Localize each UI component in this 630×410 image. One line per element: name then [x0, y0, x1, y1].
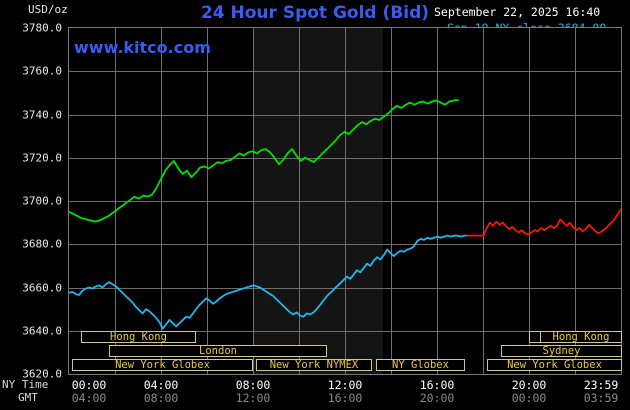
y-axis-tick-label: 3680.0 — [22, 237, 62, 251]
x-axis-ny-tick-label: 04:00 — [143, 378, 179, 392]
price-series-svg — [69, 99, 621, 330]
price-line-sunday — [466, 208, 621, 237]
x-axis-gmt-tick-label: 04:00 — [71, 391, 107, 405]
y-axis-tick-label: 3640.0 — [22, 324, 62, 338]
horizontal-gridline — [69, 71, 621, 72]
x-axis-gmt-tick-label: 12:00 — [235, 391, 271, 405]
x-axis-ny-tick-label: 12:00 — [327, 378, 363, 392]
session-bar-london: London — [109, 345, 327, 357]
y-axis-tick-label: 3620.0 — [22, 367, 62, 381]
y-axis-unit-label: USD/oz — [28, 3, 68, 16]
x-axis-gmt-tick-label: 00:00 — [511, 391, 547, 405]
horizontal-gridline — [69, 288, 621, 289]
price-line-last — [69, 99, 460, 223]
ny-time-axis-tag: NY Time — [2, 378, 49, 391]
session-bar-hong-kong-evening: Hong Kong — [540, 331, 622, 343]
plot-inner — [69, 28, 621, 374]
x-axis-ny-tick-label: 08:00 — [235, 378, 271, 392]
session-bar-sydney: Sydney — [501, 345, 622, 357]
x-axis-ny-tick-label: 20:00 — [511, 378, 547, 392]
y-axis-tick-label: 3780.0 — [22, 21, 62, 35]
horizontal-gridline — [69, 331, 621, 332]
session-bar-ny-globex: NY Globex — [376, 359, 465, 371]
page-title: 24 Hour Spot Gold (Bid) — [200, 3, 430, 23]
session-bar-hong-kong: Hong Kong — [81, 331, 196, 343]
y-axis-tick-label: 3720.0 — [22, 151, 62, 165]
horizontal-gridline — [69, 115, 621, 116]
y-axis-tick-label: 3660.0 — [22, 281, 62, 294]
x-axis-ny-tick-label: 00:00 — [71, 378, 107, 392]
horizontal-gridline — [69, 201, 621, 202]
timestamp: September 22, 2025 16:40 — [434, 5, 601, 19]
kitco-url-watermark[interactable]: www.kitco.com — [74, 38, 211, 57]
x-axis-gmt-tick-label: 20:00 — [419, 391, 455, 405]
x-axis-ny-tick-label: 16:00 — [419, 378, 455, 392]
session-bar-new-york-globex: New York Globex — [487, 359, 622, 371]
x-axis-gmt-tick-label: 16:00 — [327, 391, 363, 405]
x-axis-gmt-tick-label: 08:00 — [143, 391, 179, 405]
session-bar-new-york-globex: New York Globex — [72, 359, 253, 371]
y-axis-tick-label: 3740.0 — [22, 108, 62, 121]
session-bar-new-york-nymex: New York NYMEX — [256, 359, 372, 371]
x-axis-ny-tick-label: 23:59 — [583, 378, 619, 392]
plot-area — [68, 27, 622, 375]
y-axis-tick-label: 3760.0 — [22, 64, 62, 78]
y-axis-tick-label: 3700.0 — [22, 194, 62, 208]
price-line-prev-close — [69, 234, 469, 330]
x-axis-gmt-tick-label: 03:59 — [583, 391, 619, 405]
horizontal-gridline — [69, 158, 621, 159]
horizontal-gridline — [69, 244, 621, 245]
gmt-axis-tag: GMT — [18, 391, 38, 404]
